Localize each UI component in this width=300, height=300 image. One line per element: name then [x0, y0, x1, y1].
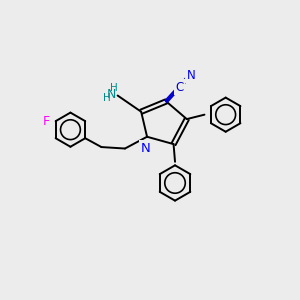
Text: H: H: [103, 93, 110, 103]
Text: N: N: [187, 68, 196, 82]
Text: N: N: [107, 88, 116, 101]
Text: F: F: [43, 115, 50, 128]
Text: N: N: [141, 142, 151, 155]
Text: C: C: [176, 81, 184, 94]
Text: H: H: [110, 83, 118, 93]
